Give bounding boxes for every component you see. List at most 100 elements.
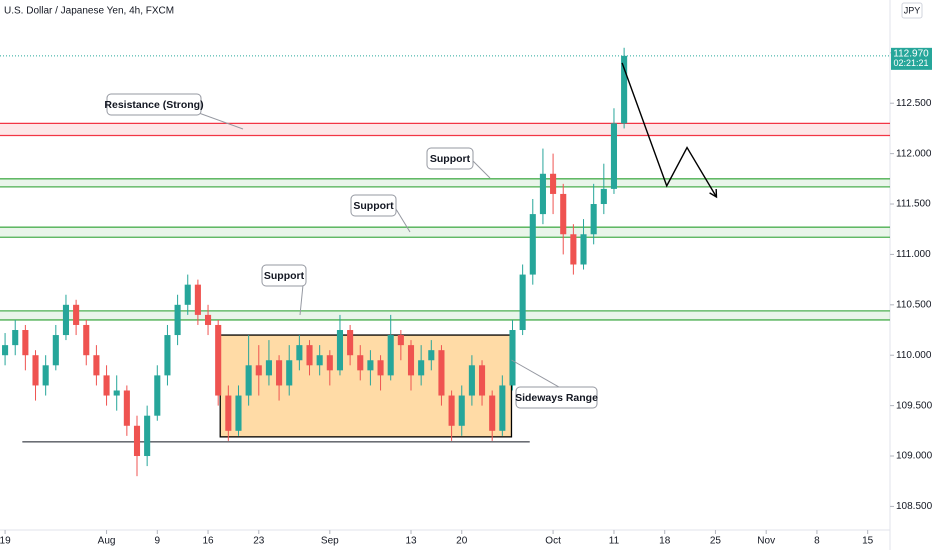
candle-body [2,345,9,356]
callout-box [350,194,397,217]
y-tick-label: 110.000 [896,350,932,361]
candle-body [235,395,242,431]
candle-body [276,360,283,386]
y-tick-label: 109.000 [896,451,932,462]
candle-body [468,365,475,396]
callout: Support [261,264,307,316]
x-tick-label: 9 [155,536,161,547]
x-tick-label: Sep [321,536,339,547]
candle-body [529,214,536,275]
candle-body [326,355,333,371]
candle-body [448,395,455,426]
candle-body [499,385,506,431]
candle-body [570,234,577,265]
candle-body [42,365,49,386]
candle-body [600,188,607,205]
candle-body [306,345,313,366]
x-tick-label: 13 [405,536,417,547]
currency: JPY [904,5,921,15]
zone [0,310,890,320]
candle-body [73,304,80,325]
candle-body [407,345,415,376]
x-tick-label: 8 [814,536,820,547]
zone [0,178,890,187]
y-tick-label: 111.000 [896,249,931,260]
candle-body [204,314,212,325]
y-tick-label: 112.500 [896,98,932,109]
candle-body [194,284,201,315]
x-tick-label: 19 [0,536,11,547]
candle-body [154,375,161,416]
candle-body [610,123,618,189]
candle-body [316,355,323,366]
candle-body [387,335,394,376]
candle-body [621,55,628,124]
candle-body [397,335,404,346]
candle-body [560,193,567,235]
candle-body [580,234,587,265]
x-tick-label: 23 [253,536,265,547]
candle-body [103,375,110,396]
price-tag-timer: 02:21:21 [893,58,928,68]
range-box [219,334,513,438]
y-tick-label: 110.500 [896,299,932,310]
candle-body [93,355,100,376]
candle-body [478,365,486,396]
candle-body [32,355,39,386]
price-tag [891,47,932,70]
candle-body [62,304,70,336]
x-tick-label: 18 [659,536,671,547]
x-tick-label: Nov [757,536,775,547]
candle-body [296,345,303,361]
currency-box [901,2,923,19]
candle-body [22,330,29,356]
callout-box [106,93,202,116]
zone [0,227,890,238]
candle-body [174,304,181,336]
price-tag-label: 112.970 [893,48,929,59]
callout: Support [426,147,491,179]
x-tick-label: 20 [456,536,468,547]
callout: Support [350,194,411,233]
candle-body [428,350,435,361]
callout-label: Support [353,200,394,212]
candle-body [367,360,374,371]
y-tick-label: 108.500 [896,501,932,512]
candle-body [438,350,445,396]
x-tick-label: 25 [710,536,722,547]
chart-title: U.S. Dollar / Japanese Yen, 4h, FXCM [4,6,174,17]
candle-body [245,365,252,396]
projection-path [621,62,718,198]
y-tick-label: 111.500 [896,199,931,210]
x-tick-label: Oct [545,536,561,547]
candle-body [336,330,344,371]
candle-body [255,365,262,376]
candle-body [357,355,364,371]
candle-body [52,335,59,366]
candle-body [123,390,130,426]
projection-arrowhead [709,188,718,199]
candle-body [509,330,516,386]
callout-box [261,264,307,287]
candle-body [184,284,191,305]
candle-body [550,173,557,194]
callout: Resistance (Strong) [104,93,244,130]
candle-body [215,324,222,396]
callout-label: Resistance (Strong) [104,99,203,111]
candle-body [519,274,526,331]
candle-body [83,324,90,356]
x-tick-label: 16 [202,536,214,547]
callout-box [515,386,598,409]
x-tick-label: Aug [98,536,116,547]
candle-body [144,415,151,457]
candle-body [133,425,141,457]
candle-body [377,360,384,376]
callout-label: Sideways Range [515,392,598,404]
candle-body [590,204,597,235]
candle-body [113,390,120,396]
candle-body [12,330,19,346]
candle-body [347,330,354,356]
candle-body [164,335,171,376]
